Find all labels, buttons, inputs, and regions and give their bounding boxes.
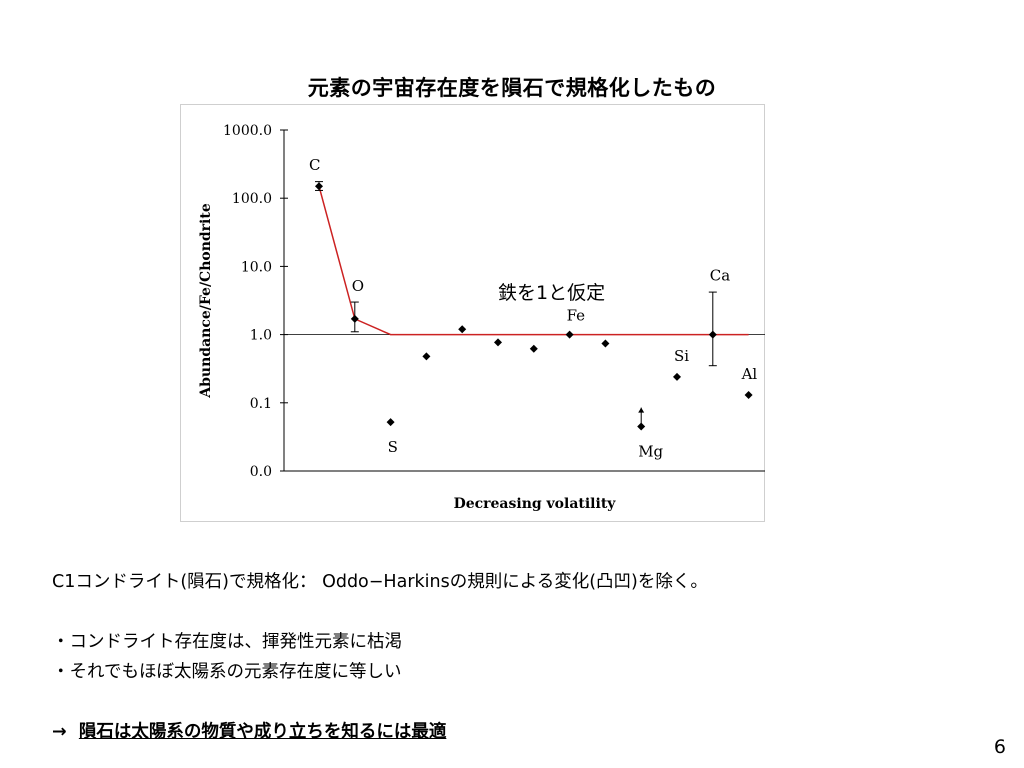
data-point: [744, 391, 753, 400]
point-label: Si: [674, 347, 689, 365]
y-tick-label: 0.0: [250, 464, 272, 480]
normalization-caption: C1コンドライト(隕石)で規格化： Oddo−Harkinsの規則による変化(凸…: [52, 572, 708, 592]
annotation-fe-assumption: 鉄を1と仮定: [498, 282, 605, 304]
data-point: [673, 372, 681, 381]
y-tick-label: 100.0: [232, 191, 272, 207]
point-label: O: [352, 277, 364, 295]
data-point: [458, 325, 467, 334]
y-tick-label: 0.1: [250, 396, 272, 412]
data-point: [422, 352, 431, 361]
y-tick-label: 1000.0: [223, 123, 272, 139]
y-tick-label: 10.0: [241, 259, 272, 275]
point-label: Fe: [567, 307, 586, 325]
y-axis-title: Abundance/Fe/Chondrite: [198, 203, 214, 399]
figure-frame: [180, 104, 765, 522]
bullet-1: ・コンドライト存在度は、揮発性元素に枯渇: [52, 632, 402, 652]
point-label: S: [388, 438, 398, 456]
point-label: C: [309, 156, 320, 174]
conclusion: → 隕石は太陽系の物質や成り立ちを知るには最適: [52, 718, 446, 743]
data-point: [350, 314, 359, 323]
point-label: Mg: [638, 442, 663, 460]
data-point: [315, 182, 323, 191]
conclusion-arrow: →: [52, 722, 67, 742]
conclusion-text: 隕石は太陽系の物質や成り立ちを知るには最適: [78, 722, 447, 742]
data-point: [529, 344, 538, 353]
data-point: [565, 330, 574, 339]
data-point: [708, 330, 717, 339]
bullet-2: ・それでもほぼ太陽系の元素存在度に等しい: [52, 662, 402, 682]
abundance-chart: 0.0 0.1 1.0 10.0 100.0 1000.0 Decreasing volat…: [198, 123, 765, 512]
page-number: 6: [993, 736, 1006, 758]
data-point: [601, 339, 610, 348]
upper-limit-arrowhead: [638, 407, 645, 413]
data-point: [494, 338, 502, 347]
y-tick-label: 1.0: [250, 328, 272, 344]
slide-title: 元素の宇宙存在度を隕石で規格化したもの: [307, 76, 717, 100]
data-point: [386, 418, 395, 427]
x-axis-title: Decreasing volatility: [454, 496, 617, 512]
point-label: Al: [741, 365, 758, 383]
data-point: [637, 422, 646, 431]
point-label: Ca: [710, 267, 730, 285]
trend-line: [318, 185, 749, 336]
